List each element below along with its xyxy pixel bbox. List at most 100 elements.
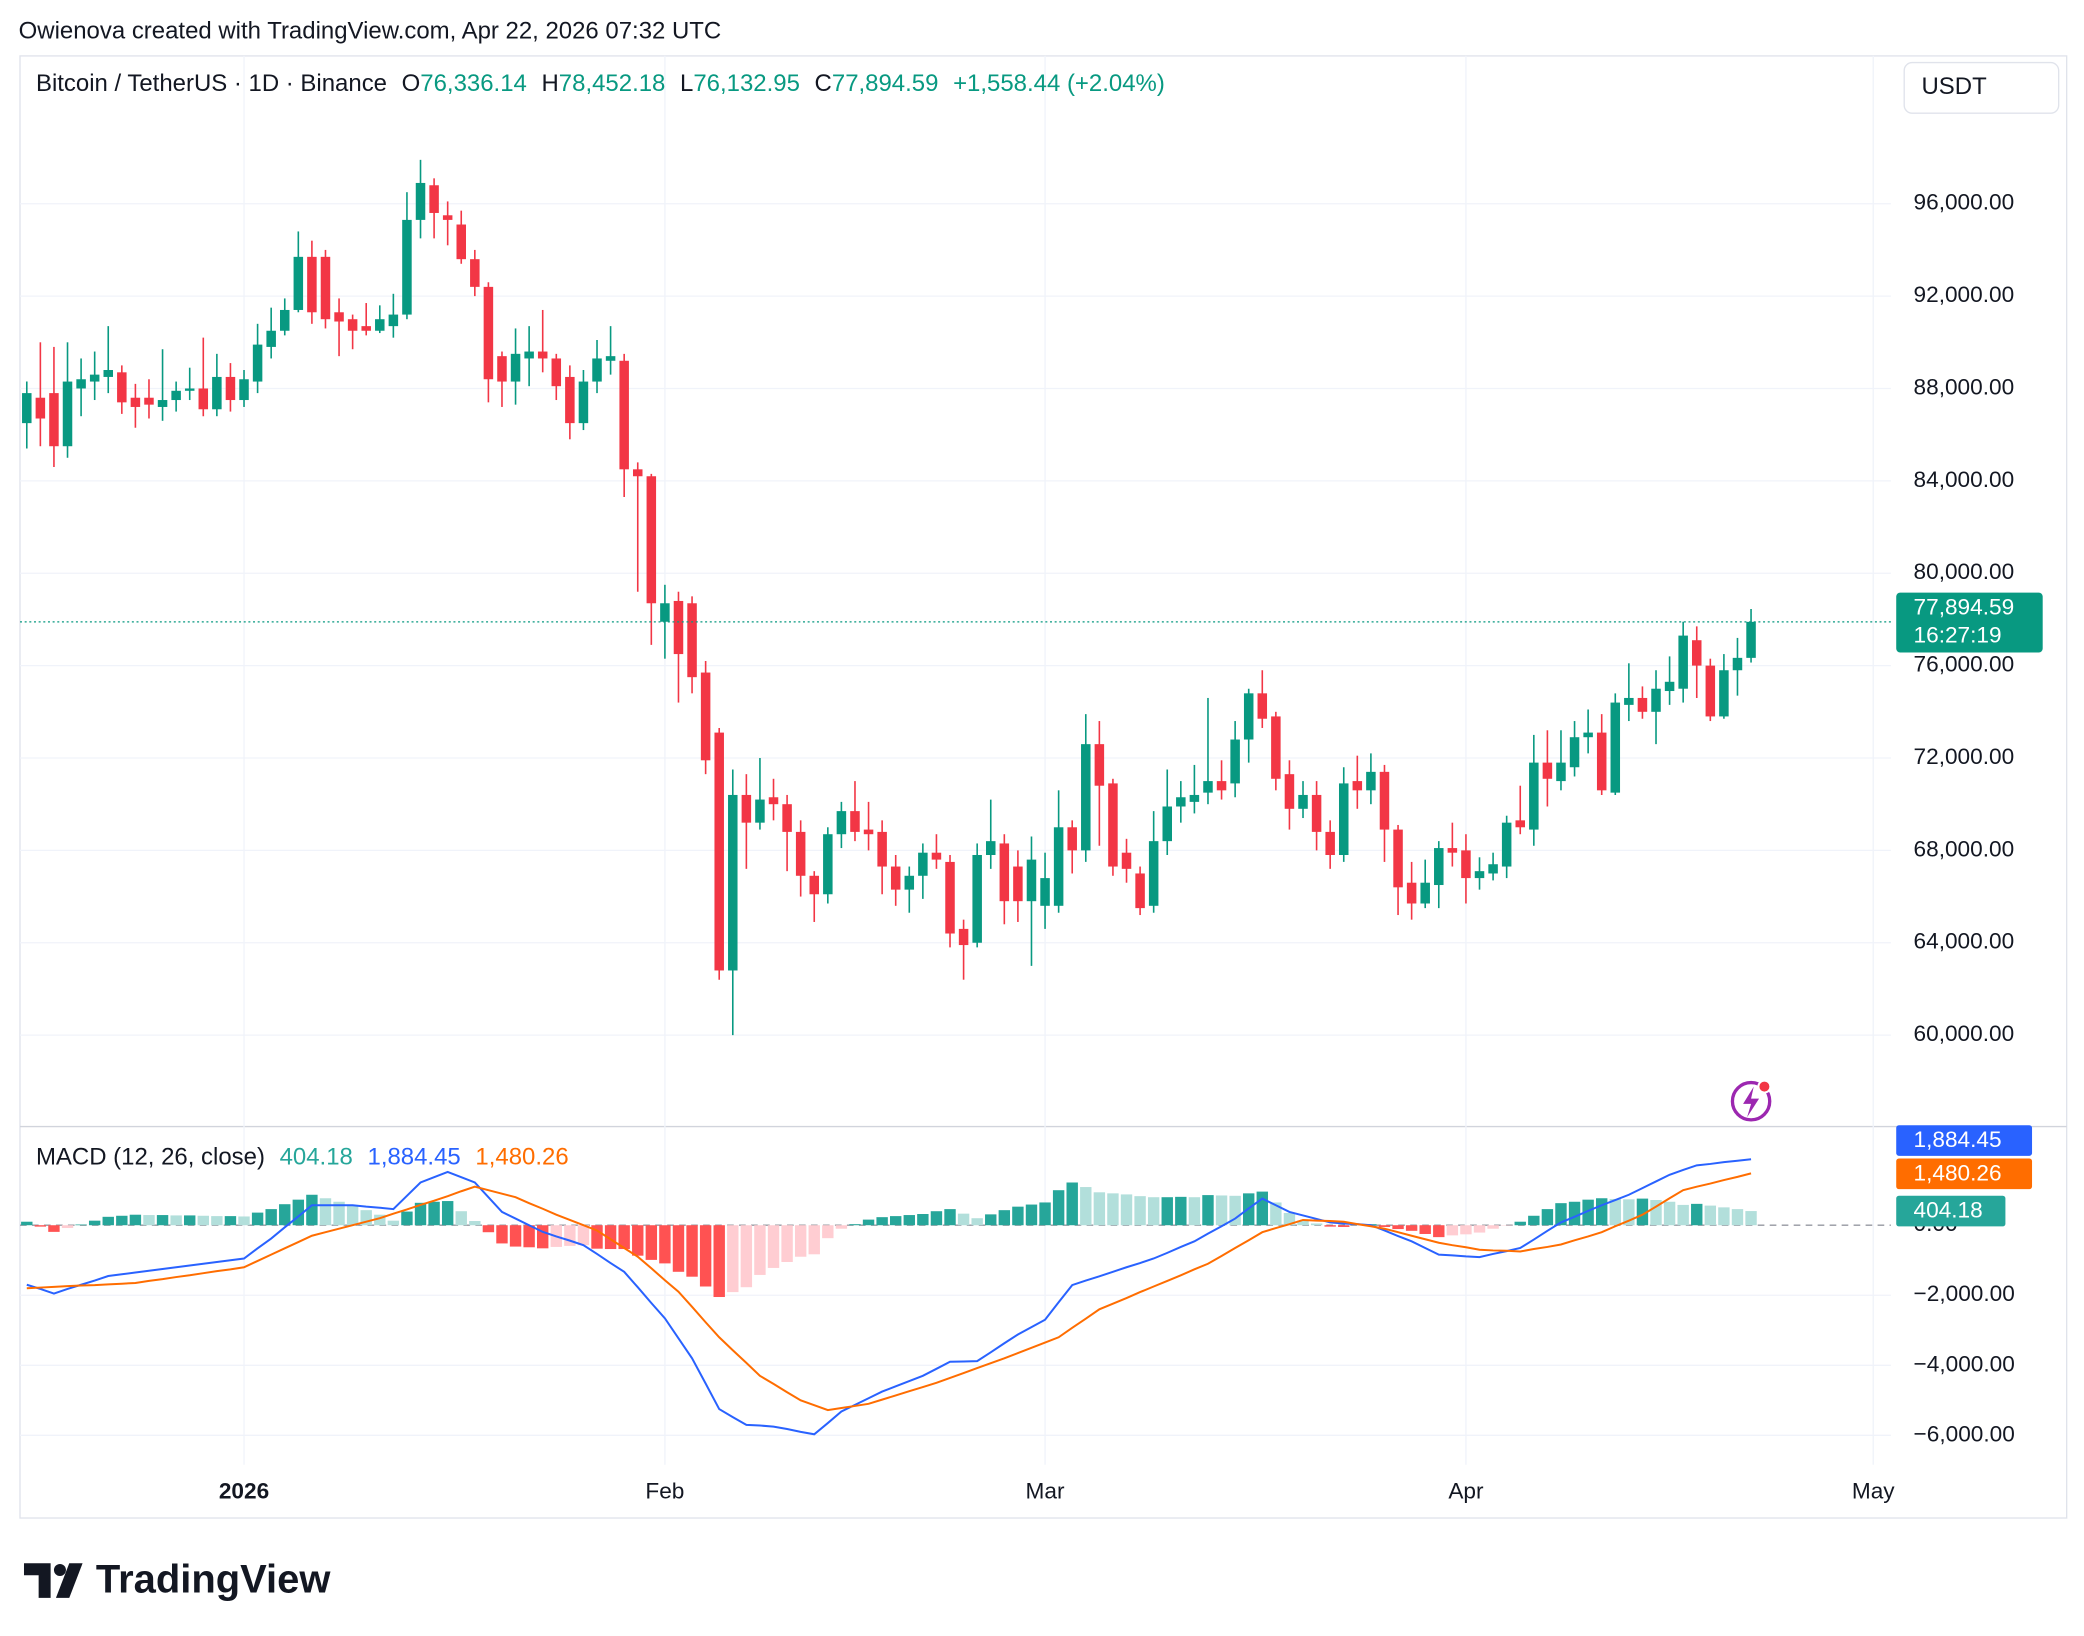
histogram-bar: [1623, 1199, 1635, 1226]
attribution: Owienova created with TradingView.com, A…: [19, 17, 722, 44]
histogram-bar: [1718, 1207, 1730, 1226]
candle-body: [388, 314, 399, 327]
candle-body: [212, 376, 222, 410]
value-tag: [1896, 1158, 2033, 1190]
candle-body: [1420, 882, 1430, 904]
candle-body: [850, 811, 860, 832]
value-tag-label: 404.18: [1914, 1198, 1983, 1223]
candle-body: [972, 854, 982, 943]
value-tag-label: 1,480.26: [1914, 1160, 2002, 1185]
candle-body: [1108, 783, 1118, 867]
candle-body: [1298, 794, 1308, 809]
candle-body: [1053, 827, 1064, 906]
histogram-bar: [1650, 1200, 1662, 1226]
candle-body: [1406, 882, 1417, 904]
candle-body: [334, 312, 344, 322]
candle-body: [1135, 873, 1145, 909]
histogram-bar: [1528, 1215, 1540, 1226]
candle-body: [1094, 744, 1105, 786]
candle-body: [1637, 697, 1648, 712]
histogram-bar: [1731, 1209, 1744, 1226]
histogram-bar: [1704, 1205, 1717, 1226]
legend-key: L: [680, 71, 693, 98]
candle-body: [103, 370, 114, 377]
candle-body: [1366, 771, 1376, 791]
currency-box[interactable]: [1903, 61, 2060, 114]
histogram-bar: [469, 1221, 481, 1226]
histogram-bar: [781, 1225, 793, 1262]
candle-body: [1501, 822, 1512, 867]
histogram-bar: [251, 1212, 264, 1226]
candle-body: [1556, 762, 1566, 782]
histogram-bar: [659, 1225, 671, 1264]
candle-body: [605, 356, 616, 361]
candle-body: [198, 388, 209, 410]
y-tick-label: 88,000.00: [1914, 374, 2015, 399]
histogram-bar: [1473, 1225, 1486, 1233]
histogram-bar: [279, 1204, 291, 1226]
candle-body: [1311, 794, 1322, 832]
candle-body: [632, 469, 643, 477]
y-tick-label: −4,000.00: [1914, 1351, 2015, 1376]
x-tick-label: Mar: [1026, 1479, 1065, 1504]
histogram-bar: [34, 1225, 47, 1227]
candle-body: [1040, 878, 1050, 906]
macd-line: [26, 1158, 1752, 1436]
histogram-bar: [61, 1225, 74, 1229]
candle-body: [931, 852, 942, 860]
candle-body: [755, 799, 765, 823]
y-tick-label: 80,000.00: [1914, 559, 2015, 584]
histogram-bar: [211, 1216, 223, 1226]
candle-body: [497, 356, 507, 382]
candle-body: [252, 344, 263, 382]
value-tag: [1896, 1125, 2033, 1156]
change-label: +1,558.44 (+2.04%): [953, 71, 1165, 98]
y-tick-label: −2,000.00: [1914, 1281, 2015, 1306]
candle-body: [22, 393, 32, 424]
histogram-bar: [645, 1225, 658, 1260]
histogram-bar: [1487, 1225, 1499, 1229]
histogram-bar: [998, 1210, 1011, 1226]
histogram-bar: [1405, 1225, 1418, 1231]
legend-key: O: [402, 71, 421, 98]
histogram-bar: [1419, 1225, 1431, 1234]
histogram-bar: [1663, 1201, 1676, 1226]
histogram-bar: [1039, 1202, 1051, 1226]
currency-button[interactable]: USDT: [1903, 61, 2060, 114]
candle-body: [1610, 702, 1621, 793]
histogram-bar: [143, 1215, 155, 1226]
logo: TradingView: [23, 1557, 331, 1601]
candle-body: [1216, 781, 1227, 791]
histogram-bar: [1338, 1225, 1350, 1227]
histogram-bar: [971, 1218, 983, 1226]
currency-label[interactable]: USDT: [1922, 73, 1988, 100]
histogram-bar: [1066, 1182, 1078, 1226]
candle-body: [1678, 635, 1688, 689]
icon-bolt: [1743, 1086, 1760, 1118]
candle-body: [728, 794, 738, 971]
macd-legend: MACD (12, 26, close) 404.18 1,884.45 1,4…: [36, 1144, 569, 1171]
histogram-bar: [985, 1214, 997, 1226]
histogram-bar: [727, 1225, 739, 1293]
histogram-bar: [835, 1225, 848, 1229]
candle-body: [1325, 831, 1335, 855]
histogram-bar: [1460, 1225, 1472, 1235]
candle-body: [361, 326, 371, 331]
candle-body: [714, 732, 724, 971]
histogram-bar: [414, 1202, 427, 1226]
legend-value: 77,894.59: [832, 71, 939, 98]
candle-body: [524, 351, 534, 359]
candle-body: [687, 603, 697, 678]
candle-body: [537, 351, 548, 359]
histogram-bar: [1080, 1187, 1092, 1226]
candle-body: [184, 388, 195, 391]
candle-body: [35, 397, 46, 419]
candle-body: [1515, 820, 1525, 828]
histogram-bar: [754, 1225, 766, 1275]
candle-body: [1596, 732, 1607, 791]
histogram-bar: [1378, 1225, 1391, 1227]
histogram-bar: [1256, 1191, 1268, 1226]
candle-body: [863, 829, 874, 835]
histogram-bar: [1514, 1221, 1526, 1226]
legend-key: H: [542, 71, 559, 98]
